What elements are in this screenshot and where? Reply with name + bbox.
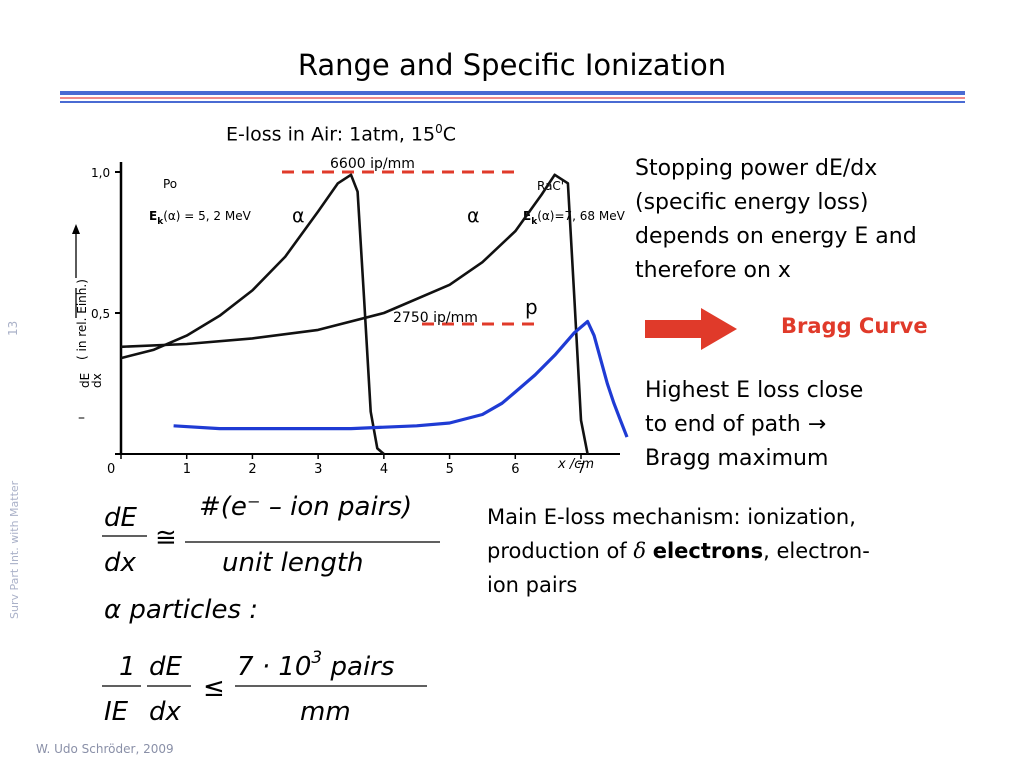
label-right-energy: Ek(α)=7, 68 MeV <box>523 209 626 227</box>
figure-caption: E-loss in Air: 1atm, 150C <box>226 122 457 146</box>
x-tick-label: 6 <box>511 462 519 477</box>
y-arrow-head <box>72 224 80 234</box>
highest-line-1: Highest E loss close <box>645 378 864 403</box>
mech-line-1: Main E-loss mechanism: ionization, <box>487 505 856 529</box>
alpha-particles-label: α particles : <box>104 595 258 625</box>
stopping-line-2: (specific energy loss) <box>635 190 869 215</box>
title-rule-blue-lower <box>60 101 965 103</box>
formulas: dE dx ≅ #(e⁻ – ion pairs) unit length α … <box>102 492 440 727</box>
stopping-line-4: therefore on x <box>635 258 791 283</box>
f1-denominator: unit length <box>222 548 364 578</box>
stopping-line-3: depends on energy E and <box>635 224 917 249</box>
mech-line-2: production of δ electrons, electron- <box>487 539 870 563</box>
y-tick-label: 1,0 <box>91 166 110 180</box>
f2-le: ≤ <box>203 673 225 703</box>
slide-title: Range and Specific Ionization <box>297 48 727 82</box>
peak-label-low: 2750 ip/mm <box>393 310 478 326</box>
x-tick-label: 4 <box>380 462 388 477</box>
highest-loss-text: Highest E loss close to end of path → Br… <box>645 374 863 476</box>
proton-symbol: p <box>525 295 538 319</box>
x-axis-label: x /cm <box>557 457 594 472</box>
page-number: 13 <box>6 320 20 336</box>
f2-ie: IE <box>104 697 129 727</box>
f1-dx: dx <box>104 548 137 578</box>
stopping-line-1: Stopping power dE/dx <box>635 156 878 181</box>
mechanism-text: Main E-loss mechanism: ionization, produ… <box>487 500 987 602</box>
f1-approx: ≅ <box>155 523 177 553</box>
alpha-symbol-left: α <box>292 205 305 227</box>
curve-proton <box>173 319 629 438</box>
bragg-chart: 0,5 1,0 0 1 2 3 4 5 6 7 – dE dx ( in rel. Einh.)… <box>72 156 629 477</box>
curve-alpha-po <box>120 173 385 455</box>
x-tick-label: 3 <box>314 462 322 477</box>
y-tick-label: 0,5 <box>91 307 110 321</box>
x-tick-label: 2 <box>248 462 256 477</box>
alpha-symbol-right: α <box>467 205 480 227</box>
stopping-power-text: Stopping power dE/dx (specific energy lo… <box>635 152 917 288</box>
title-rule-blue <box>60 91 965 95</box>
y-label-units: ( in rel. Einh.) <box>75 279 89 360</box>
curve-alpha-rac <box>120 173 589 455</box>
side-label: Surv Part Int. with Matter <box>8 480 21 619</box>
label-left-energy: Ek(α) = 5, 2 MeV <box>149 209 252 227</box>
highest-line-3: Bragg maximum <box>645 446 829 471</box>
y-axis-label: – dE dx ( in rel. Einh.) <box>72 224 104 426</box>
f1-dE: dE <box>104 503 138 533</box>
footer-author: W. Udo Schröder, 2009 <box>36 742 174 756</box>
y-label-dE: dE <box>78 373 92 388</box>
mech-line-3: ion pairs <box>487 573 578 597</box>
x-tick-label: 0 <box>107 462 115 477</box>
f2-denominator: mm <box>300 697 351 727</box>
bragg-curve-label: Bragg Curve <box>781 314 928 338</box>
peak-label-high: 6600 ip/mm <box>330 156 415 172</box>
f2-dx: dx <box>149 697 182 727</box>
y-label-dx: dx <box>90 373 104 388</box>
x-tick-label: 5 <box>446 462 454 477</box>
y-minus: – <box>78 410 85 426</box>
title-rule-red <box>60 97 965 99</box>
f2-numerator: 7 · 103 pairs <box>237 648 394 682</box>
delta-symbol: δ <box>633 539 647 563</box>
f2-one: 1 <box>119 652 136 682</box>
right-arrow-icon <box>645 308 737 350</box>
x-tick-label: 7 <box>577 462 585 477</box>
f2-dE: dE <box>149 652 183 682</box>
f1-numerator: #(e⁻ – ion pairs) <box>199 492 412 522</box>
label-po: Po <box>163 177 177 191</box>
x-tick-label: 1 <box>183 462 191 477</box>
highest-line-2: to end of path → <box>645 412 827 437</box>
